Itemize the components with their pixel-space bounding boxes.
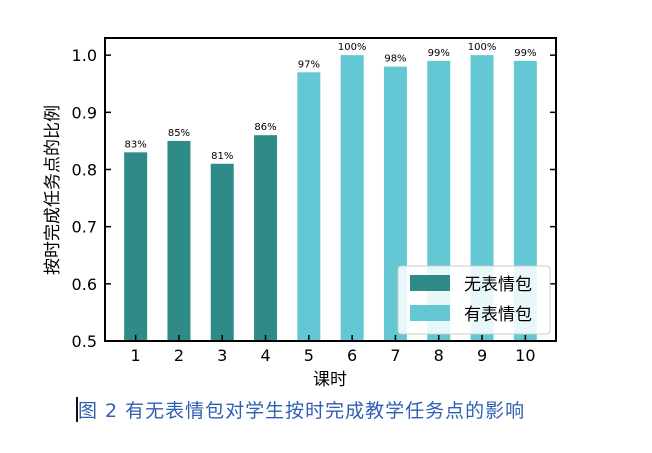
- figure-caption: 图 2 有无表情包对学生按时完成教学任务点的影响: [78, 400, 526, 422]
- y-tick-label-0.7: 0.7: [72, 218, 97, 237]
- legend-label-with-emoji: 有表情包: [464, 305, 532, 325]
- x-tick-label-9: 9: [477, 346, 487, 365]
- plot-frame: [104, 37, 557, 342]
- data-label-7: 98%: [384, 54, 406, 65]
- bar-1: [124, 152, 148, 341]
- data-label-3: 81%: [211, 151, 233, 162]
- y-tick-label-0.8: 0.8: [72, 160, 97, 179]
- x-axis: 1 2 3 4 5 6 7 8 9 10: [131, 335, 536, 365]
- x-tick-label-4: 4: [260, 346, 270, 365]
- y-tick-label-1.0: 1.0: [72, 46, 97, 65]
- x-tick-label-7: 7: [390, 346, 400, 365]
- data-label-9: 100%: [468, 42, 497, 53]
- x-tick-label-6: 6: [347, 346, 357, 365]
- y-tick-label-0.9: 0.9: [72, 103, 97, 122]
- data-label-5: 97%: [298, 59, 320, 70]
- y-axis: 0.5 0.6 0.7 0.8 0.9 1.0: [72, 46, 556, 351]
- x-axis-label: 课时: [313, 370, 347, 390]
- legend: 无表情包 有表情包: [397, 265, 551, 335]
- bar-4: [254, 135, 278, 341]
- legend-label-no-emoji: 无表情包: [464, 275, 532, 295]
- y-tick-label-0.6: 0.6: [72, 275, 97, 294]
- x-tick-label-8: 8: [434, 346, 444, 365]
- data-label-2: 85%: [168, 128, 190, 139]
- data-label-6: 100%: [338, 42, 367, 53]
- x-tick-label-3: 3: [217, 346, 227, 365]
- bar-chart: 83%85%81%86%97%100%98%99%100%99% 0.50.60…: [43, 37, 557, 390]
- y-tick-label-0.5: 0.5: [72, 332, 97, 351]
- data-label-8: 99%: [428, 48, 450, 59]
- bar-2: [167, 140, 191, 341]
- x-tick-label-1: 1: [131, 346, 141, 365]
- y-axis-label: 按时完成任务点的比例: [43, 105, 63, 275]
- x-tick-label-2: 2: [174, 346, 184, 365]
- legend-swatch-with-emoji: [410, 305, 450, 321]
- x-tick-label-10: 10: [515, 346, 535, 365]
- data-labels-layer: 83% 85% 81% 86% 97% 100% 98% 99% 100% 99%: [125, 42, 537, 162]
- data-label-1: 83%: [125, 139, 147, 150]
- bar-6: [340, 55, 364, 342]
- data-label-4: 86%: [254, 122, 276, 133]
- caption-marker: [76, 397, 78, 422]
- x-tick-label-5: 5: [304, 346, 314, 365]
- bar-3: [210, 163, 234, 341]
- legend-swatch-no-emoji: [410, 275, 450, 291]
- data-label-10: 99%: [514, 48, 536, 59]
- bar-5: [297, 72, 321, 342]
